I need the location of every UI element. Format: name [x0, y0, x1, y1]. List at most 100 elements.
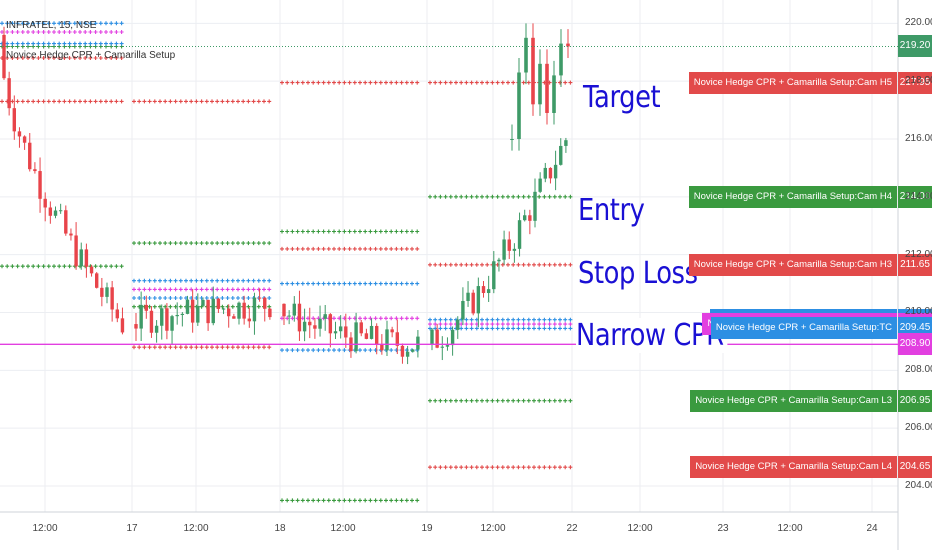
indicator-label-cam-l4[interactable]: Novice Hedge CPR + Camarilla Setup:Cam L…	[690, 456, 897, 479]
level-marker-bc	[220, 278, 225, 283]
indicator-label-cam-h4[interactable]: Novice Hedge CPR + Camarilla Setup:Cam H…	[688, 185, 897, 208]
level-marker-cam-l3	[428, 398, 432, 403]
level-marker-cam-l3	[46, 264, 51, 269]
level-marker-cam-h4	[295, 229, 300, 234]
level-marker-pivot	[158, 287, 162, 292]
level-marker-cam-h4	[168, 241, 173, 246]
level-marker-tc	[62, 41, 67, 46]
indicator-label-tc[interactable]: Novice Hedge CPR + Camarilla Setup:TC	[710, 317, 897, 340]
level-marker-cam-l3	[511, 398, 516, 403]
level-marker-cam-h3	[137, 345, 142, 350]
level-marker-cam-h5	[311, 80, 316, 85]
level-marker-cam-h3	[558, 262, 562, 267]
level-marker-cam-h5	[15, 56, 20, 60]
level-marker-cam-h5	[225, 99, 230, 104]
candle	[2, 34, 6, 79]
candle	[287, 315, 291, 317]
level-marker-cam-h3	[332, 246, 336, 251]
level-marker-bc	[152, 278, 157, 283]
level-marker-cam-l3	[485, 398, 490, 403]
level-marker-bc	[347, 281, 352, 286]
level-marker-pivot	[558, 322, 562, 327]
level-marker-cam-h5	[104, 56, 108, 60]
level-marker-cam-h4	[142, 241, 147, 246]
level-marker-cam-h3	[568, 262, 573, 267]
level-marker-bc	[506, 317, 510, 322]
y-tick-label: 212.00	[905, 248, 932, 260]
y-tick-label: 208.00	[905, 364, 932, 376]
level-marker-pivot	[119, 30, 124, 34]
candle	[510, 139, 514, 141]
indicator-label-cam-h5[interactable]: Novice Hedge CPR + Camarilla Setup:Cam H…	[688, 71, 897, 94]
candle	[237, 302, 241, 319]
level-marker-cam-h5	[132, 99, 136, 104]
level-marker-pivot	[152, 287, 157, 292]
indicator-label-cam-h3[interactable]: Novice Hedge CPR + Camarilla Setup:Cam H…	[688, 253, 897, 276]
level-marker-tc	[469, 326, 474, 331]
level-marker-cam-h3	[321, 246, 326, 251]
level-marker-cam-h3	[464, 262, 469, 267]
level-marker-tc	[511, 326, 516, 331]
level-marker-cam-h3	[526, 262, 531, 267]
level-marker-bc	[342, 281, 347, 286]
level-marker-cam-h3	[46, 99, 51, 104]
level-marker-cam-h5	[184, 99, 188, 104]
level-marker-cam-h5	[428, 80, 432, 85]
level-marker-pivot	[236, 287, 240, 292]
level-marker-cam-h4	[547, 194, 552, 199]
candle	[528, 215, 532, 221]
level-marker-cam-h5	[295, 80, 300, 85]
level-marker-cam-h5	[5, 56, 10, 60]
level-marker-cam-l3	[537, 398, 542, 403]
level-marker-cam-h3	[132, 345, 136, 350]
level-marker-cam-h3	[67, 99, 72, 104]
level-marker-cam-h3	[31, 99, 36, 104]
level-marker-pivot	[26, 30, 30, 34]
level-marker-tc	[300, 348, 305, 353]
level-marker-pivot	[485, 322, 490, 327]
level-marker-bc	[132, 278, 136, 283]
candle	[538, 63, 542, 105]
level-marker-pivot	[83, 30, 88, 34]
level-marker-pivot	[168, 287, 173, 292]
level-marker-cam-l3	[495, 398, 500, 403]
level-marker-cam-h4	[568, 194, 573, 199]
level-marker-cam-l3	[448, 398, 453, 403]
x-tick-label: 12:00	[480, 523, 506, 534]
level-marker-tc	[495, 326, 500, 331]
level-marker-cam-l3	[415, 498, 420, 503]
level-marker-bc	[158, 278, 162, 283]
candle	[517, 220, 522, 249]
level-marker-cam-l3	[410, 498, 414, 503]
level-marker-bc	[236, 278, 240, 283]
level-marker-pivot	[98, 30, 103, 34]
candle	[149, 310, 154, 333]
level-marker-cam-h5	[168, 99, 173, 104]
level-marker-cam-h5	[158, 99, 162, 104]
level-marker-bc	[300, 281, 305, 286]
level-marker-cam-l4	[448, 465, 453, 470]
level-marker-pivot	[0, 30, 4, 34]
level-marker-cam-h3	[563, 262, 568, 267]
level-marker-cam-h5	[109, 56, 114, 60]
level-marker-bc	[26, 21, 30, 26]
level-marker-cam-h4	[443, 194, 448, 199]
level-marker-bc	[173, 278, 178, 283]
level-marker-bc	[378, 281, 383, 286]
level-marker-tc	[568, 326, 573, 331]
candle	[206, 299, 210, 324]
level-marker-cam-l3	[347, 498, 352, 503]
candle	[69, 233, 73, 236]
candle	[201, 299, 205, 306]
indicator-label-cam-l3[interactable]: Novice Hedge CPR + Camarilla Setup:Cam L…	[690, 389, 897, 412]
candle	[492, 261, 496, 290]
candle	[400, 345, 405, 357]
level-marker-cam-h3	[10, 99, 15, 104]
level-marker-bc	[52, 21, 56, 26]
level-marker-cam-h3	[285, 246, 290, 251]
level-marker-tc	[438, 326, 443, 331]
level-marker-cam-h5	[474, 80, 479, 85]
level-marker-cam-h3	[256, 345, 261, 350]
